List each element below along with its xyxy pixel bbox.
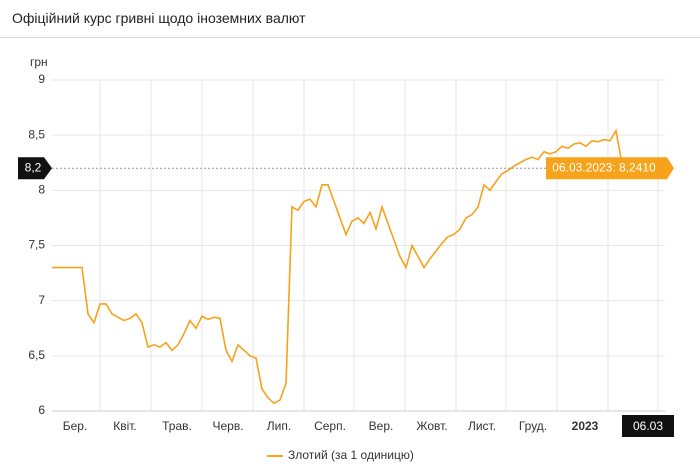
- y-tick-label: 6,5: [28, 348, 45, 362]
- header-title: Офіційний курс гривні щодо іноземних вал…: [0, 0, 700, 38]
- y-tick-label: 6: [38, 403, 45, 417]
- x-tick-label: 2023: [572, 419, 599, 433]
- y-tick-label: 9: [38, 72, 45, 86]
- tooltip: 06.03.2023: 8,2410: [552, 160, 656, 174]
- x-highlight-box: [622, 415, 674, 437]
- line: [52, 128, 623, 405]
- x-tick-label: Бер.: [63, 419, 88, 433]
- y-tick-label: 8,5: [28, 127, 45, 141]
- x-tick-label: Груд.: [519, 419, 547, 433]
- y-unit: грн: [30, 55, 48, 69]
- crosshair-box: [18, 157, 52, 180]
- x-tick-label: Лист.: [468, 419, 496, 433]
- x-tick-label: Квіт.: [113, 419, 137, 433]
- x-tick-label: Черв.: [212, 419, 243, 433]
- y-tick-label: 7,5: [28, 238, 45, 252]
- crosshair-label: 8,2: [25, 160, 42, 174]
- x-tick-label: Вер.: [369, 419, 394, 433]
- x-tick-label: Лип.: [267, 419, 291, 433]
- y-tick-label: 7: [38, 293, 45, 307]
- x-tick-label: Трав.: [162, 419, 192, 433]
- chart: грн 6 6,5 7 7,5 8 8,5 9 Бер. Квіт. Трав. Черв. Лип.…: [18, 55, 674, 462]
- x-tick-label: 06.03: [633, 419, 663, 433]
- x-tick-label: Жовт.: [416, 419, 447, 433]
- legend-label: Злотий (за 1 одиницю): [288, 448, 414, 462]
- tooltip-box: [546, 157, 674, 180]
- y-tick-label: 8: [38, 183, 45, 197]
- x-tick-label: Серп.: [314, 419, 346, 433]
